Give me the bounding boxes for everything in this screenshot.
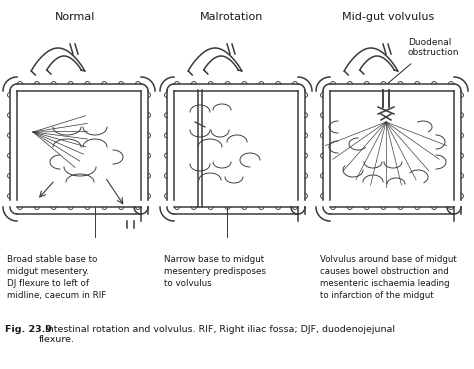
Text: Narrow base to midgut
mesentery predisposes
to volvulus: Narrow base to midgut mesentery predispo… (164, 255, 266, 288)
Text: Fig. 23.9: Fig. 23.9 (5, 325, 52, 334)
Text: Intestinal rotation and volvulus. RIF, Right iliac fossa; DJF, duodenojejunal
fl: Intestinal rotation and volvulus. RIF, R… (39, 325, 395, 344)
Text: Volvulus around base of midgut
causes bowel obstruction and
mesenteric ischaemia: Volvulus around base of midgut causes bo… (320, 255, 457, 300)
Text: Normal: Normal (55, 12, 95, 22)
Text: Duodenal
obstruction: Duodenal obstruction (408, 38, 459, 58)
Text: Broad stable base to
midgut mesentery.
DJ flexure to left of
midline, caecum in : Broad stable base to midgut mesentery. D… (7, 255, 106, 300)
Text: Malrotation: Malrotation (201, 12, 264, 22)
Text: Mid-gut volvulus: Mid-gut volvulus (342, 12, 434, 22)
